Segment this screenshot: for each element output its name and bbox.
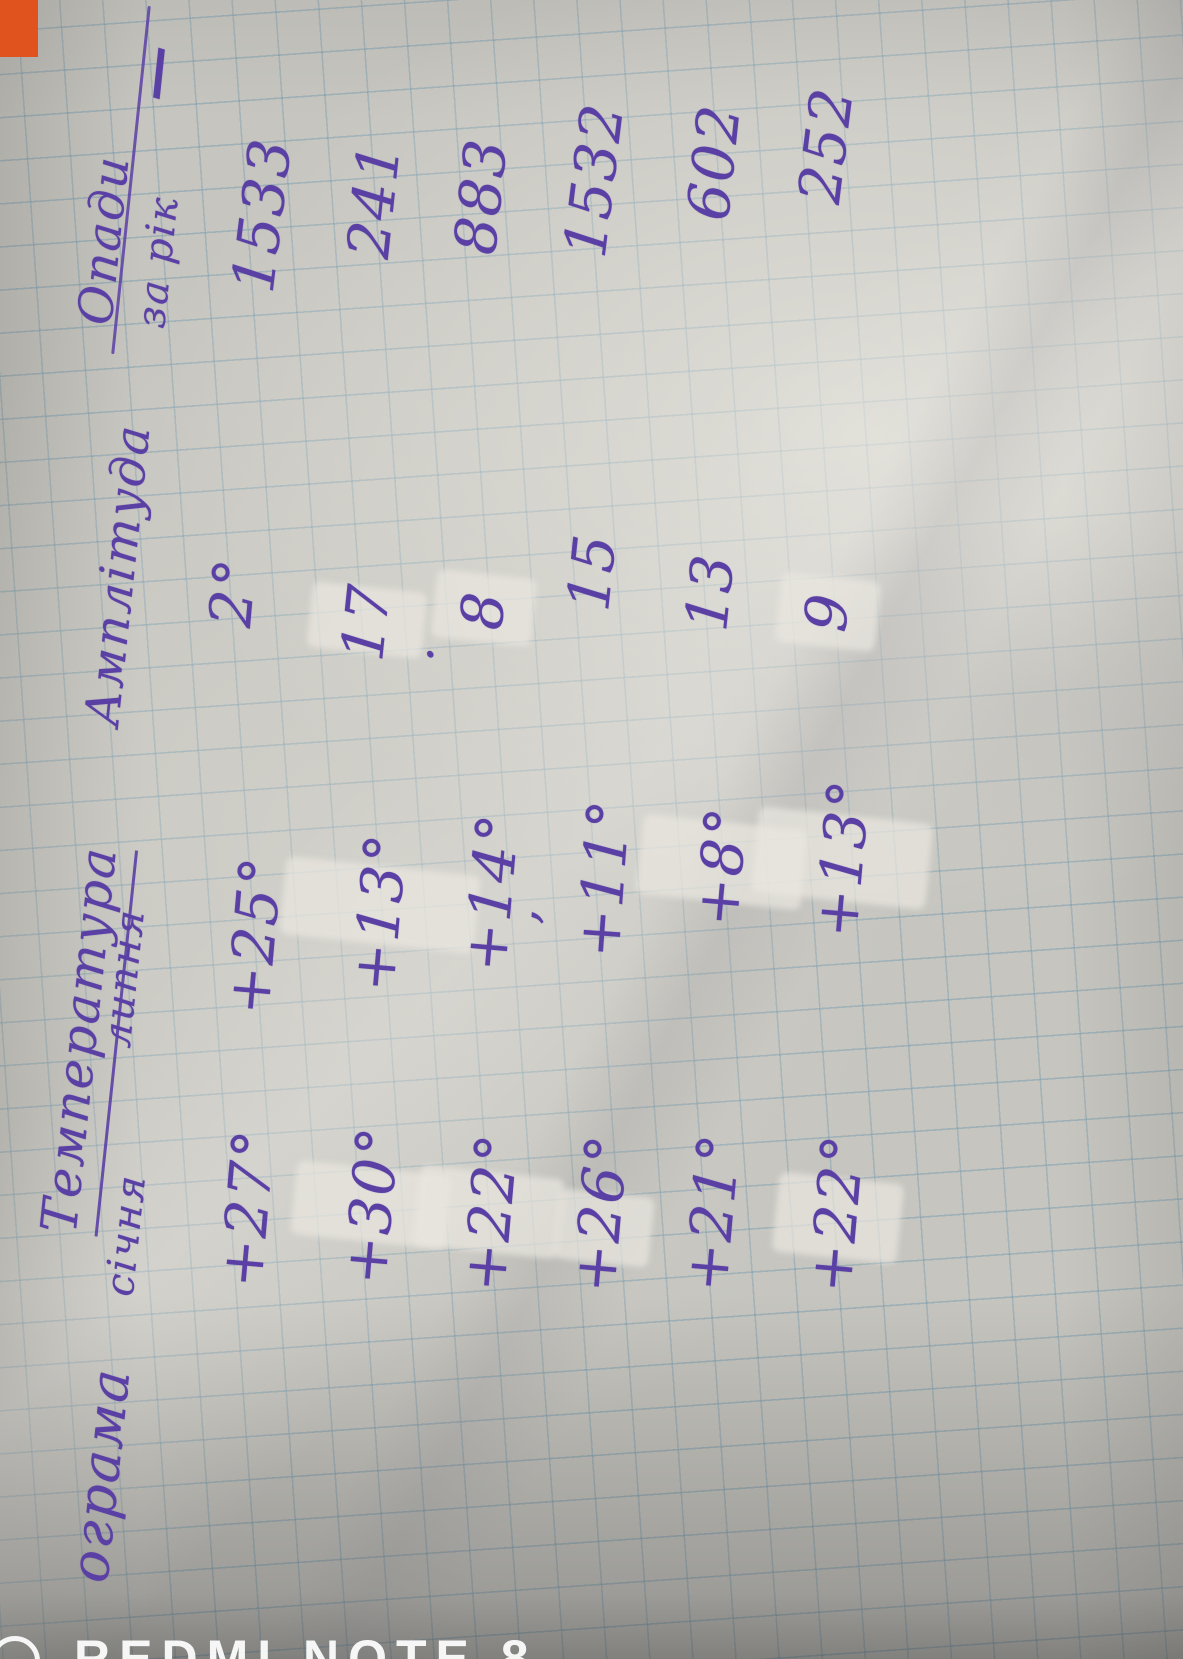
- precip-r5: 602: [674, 100, 754, 224]
- temp-jan-r5: +21°: [672, 1129, 754, 1295]
- device-watermark: REDMI NOTE 8: [74, 1630, 538, 1659]
- temp-jul-r6: +13°: [802, 775, 884, 941]
- temp-jan-r3: +22°: [450, 1129, 532, 1295]
- amplitude-r4: 15: [554, 529, 630, 615]
- temp-jul-r5: +8°: [682, 803, 762, 929]
- temp-jul-r2: +13°: [339, 829, 421, 995]
- temp-jul-r3: +14°: [451, 809, 533, 975]
- header-dash-mark: —: [119, 39, 191, 105]
- precip-r3: 883: [441, 134, 521, 258]
- amplitude-r1: 2°: [196, 554, 270, 630]
- precip-r6: 252: [785, 82, 867, 208]
- temp-jul-r1: +25°: [214, 852, 296, 1018]
- precip-r2: 241: [334, 138, 414, 262]
- temp-jul-r4: +11°: [564, 796, 644, 960]
- temp-jan-r4: +26°: [560, 1130, 642, 1296]
- amplitude-r6: 9: [791, 589, 863, 635]
- temp-jan-r2: +30°: [331, 1122, 413, 1288]
- amplitude-r3: 8: [447, 587, 519, 633]
- orange-corner-overlay: [0, 0, 38, 57]
- amplitude-r5: 13: [672, 549, 748, 635]
- temp-jan-r1: +27°: [207, 1125, 289, 1291]
- temp-jan-r6: +22°: [796, 1130, 878, 1296]
